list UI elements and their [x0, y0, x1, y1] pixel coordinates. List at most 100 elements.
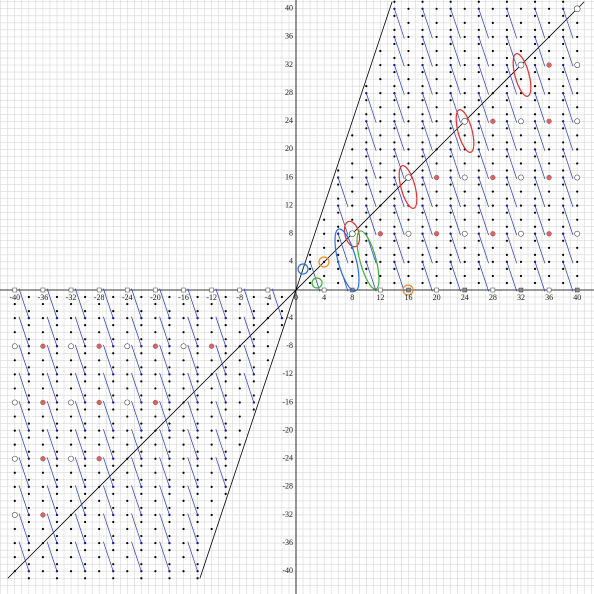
x-tick-label: 24: [461, 293, 469, 302]
arrow-head: [83, 401, 87, 404]
dot: [112, 577, 115, 580]
dot: [154, 457, 157, 460]
arrow-head: [393, 63, 396, 67]
dot: [491, 7, 494, 10]
dot: [224, 380, 227, 383]
dot: [168, 309, 171, 313]
dot: [112, 549, 115, 552]
arrow-head: [196, 541, 199, 545]
dot: [112, 534, 115, 538]
dot: [154, 359, 157, 362]
dot: [407, 35, 410, 39]
dot: [182, 429, 185, 432]
steep-line: [199, 1, 393, 579]
dot: [562, 127, 565, 130]
dot: [379, 218, 382, 221]
dot: [323, 274, 326, 278]
dot: [519, 49, 523, 53]
blue-arrow: [534, 261, 546, 292]
blue-arrow: [243, 372, 255, 403]
dot: [379, 190, 382, 193]
dot: [477, 14, 480, 17]
blue-arrow: [478, 93, 489, 123]
open-circle: [461, 174, 468, 181]
dot: [562, 197, 565, 200]
dot: [562, 70, 565, 74]
arrow-head: [421, 91, 424, 95]
dot: [533, 141, 537, 144]
dot: [84, 394, 87, 397]
dot: [140, 563, 143, 566]
dot: [69, 429, 73, 432]
open-circle: [68, 455, 74, 462]
dot: [140, 506, 143, 510]
arrow-head: [533, 35, 537, 39]
dot: [112, 394, 115, 397]
red-dot: [40, 456, 46, 462]
dot: [168, 352, 171, 355]
arrow-head: [140, 541, 143, 545]
dot: [576, 190, 579, 193]
dot: [308, 281, 312, 285]
dot: [112, 366, 115, 369]
y-tick-label: -8: [286, 341, 293, 350]
blue-arrow: [478, 261, 489, 292]
dot: [55, 380, 59, 383]
dot: [182, 457, 185, 460]
dot: [533, 183, 537, 186]
dot: [55, 492, 59, 495]
blue-arrow: [534, 36, 546, 67]
dot: [547, 49, 551, 53]
dot: [421, 42, 424, 46]
dot: [196, 450, 199, 453]
dot: [435, 49, 438, 53]
dot: [27, 492, 30, 495]
dot: [421, 70, 424, 74]
y-tick-label: -24: [282, 454, 293, 463]
dot: [421, 169, 424, 172]
dot: [435, 92, 438, 95]
blue-arrow: [422, 149, 433, 180]
arrow-head: [83, 485, 87, 489]
dot: [533, 211, 537, 214]
dot: [69, 387, 73, 390]
blue-arrow: [131, 288, 142, 319]
dot: [140, 464, 143, 467]
dot: [421, 14, 424, 17]
blue-arrow: [18, 485, 30, 516]
dot: [491, 63, 494, 67]
open-circle: [11, 512, 18, 518]
dot: [351, 274, 354, 278]
arrow-head: [365, 260, 368, 264]
dot: [69, 373, 73, 376]
blue-arrow: [422, 8, 433, 39]
dot: [421, 183, 424, 186]
dot: [168, 520, 171, 524]
dot: [182, 317, 185, 320]
blue-arrow: [46, 288, 58, 319]
arrow-head: [365, 91, 368, 95]
dot: [210, 499, 213, 502]
dot: [27, 394, 30, 397]
y-tick-label: -28: [282, 482, 293, 491]
arrow-head: [224, 401, 227, 404]
axis-square: [490, 287, 496, 293]
dot: [407, 63, 410, 67]
dot: [337, 253, 340, 256]
dot: [210, 331, 213, 334]
dot: [252, 295, 255, 299]
dot: [379, 260, 382, 263]
dot: [351, 162, 354, 165]
open-circle: [124, 343, 131, 350]
dot: [393, 197, 396, 200]
dot: [55, 464, 59, 467]
dot: [126, 513, 129, 517]
blue-arrow: [18, 457, 30, 487]
dot: [477, 253, 480, 256]
dot: [210, 302, 213, 306]
dot: [533, 14, 537, 17]
dot: [98, 471, 101, 474]
dot: [55, 436, 59, 439]
y-tick-label: 8: [289, 229, 293, 238]
dot: [421, 113, 424, 116]
